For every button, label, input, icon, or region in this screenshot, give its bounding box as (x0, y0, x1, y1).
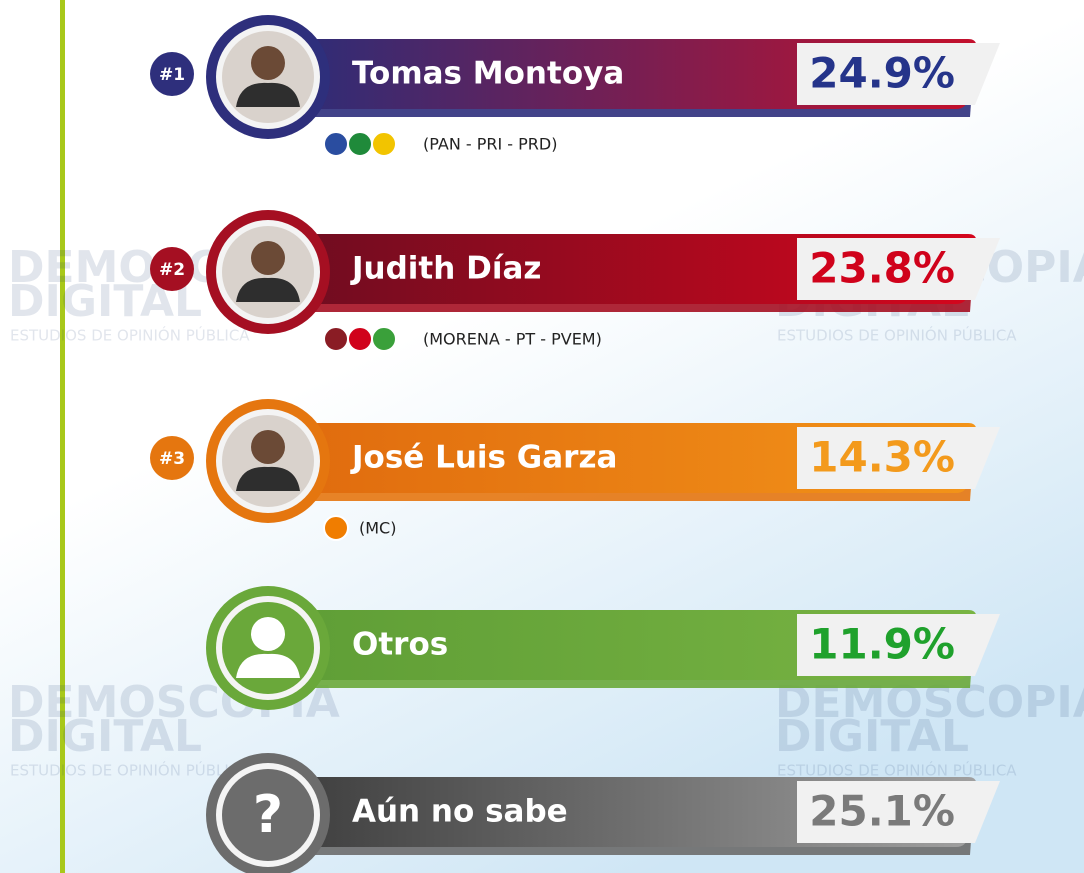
avatar-head (251, 241, 285, 275)
avatar-icon: ? (253, 785, 283, 845)
coalition: (MORENA - PT - PVEM) (423, 330, 602, 349)
page: Encuesta {"watermark": {"brand": "DEMOSC… (0, 0, 1084, 873)
percent: 11.9% (809, 620, 955, 669)
watermark-tagline: ESTUDIOS DE OPINIÓN PÚBLICA (10, 326, 250, 345)
candidate-name: José Luis Garza (350, 440, 617, 476)
party-logo (348, 327, 372, 351)
infographic: DEMOSCOPIADIGITALESTUDIOS DE OPINIÓN PÚB… (0, 0, 1084, 873)
rank: #3 (159, 449, 185, 469)
percent: 23.8% (809, 244, 955, 293)
party-logo (324, 516, 348, 540)
party-logo (372, 132, 396, 156)
watermark-sub: DIGITAL (8, 711, 202, 762)
candidate-name: Aún no sabe (352, 794, 568, 830)
percent: 14.3% (809, 433, 955, 482)
watermark-tagline: ESTUDIOS DE OPINIÓN PÚBLICA (777, 326, 1017, 345)
rank: #2 (159, 260, 185, 280)
rank: #1 (159, 65, 185, 85)
party-logo (372, 327, 396, 351)
avatar-head (251, 617, 285, 651)
coalition: (MC) (359, 519, 396, 538)
percent: 25.1% (809, 787, 955, 836)
page-body: DEMOSCOPIADIGITALESTUDIOS DE OPINIÓN PÚB… (0, 0, 1084, 873)
coalition: (PAN - PRI - PRD) (423, 135, 557, 154)
party-logo (348, 132, 372, 156)
candidate-name: Judith Díaz (350, 251, 541, 287)
watermark-sub: DIGITAL (775, 711, 969, 762)
avatar-head (251, 46, 285, 80)
candidate-name: Otros (352, 627, 448, 663)
watermark-tagline: ESTUDIOS DE OPINIÓN PÚBLICA (777, 761, 1017, 780)
party-logo (324, 327, 348, 351)
watermark-tagline: ESTUDIOS DE OPINIÓN PÚBLICA (10, 761, 250, 780)
candidate-name: Tomas Montoya (352, 56, 624, 92)
avatar-head (251, 430, 285, 464)
party-logo (324, 132, 348, 156)
percent: 24.9% (809, 49, 955, 98)
